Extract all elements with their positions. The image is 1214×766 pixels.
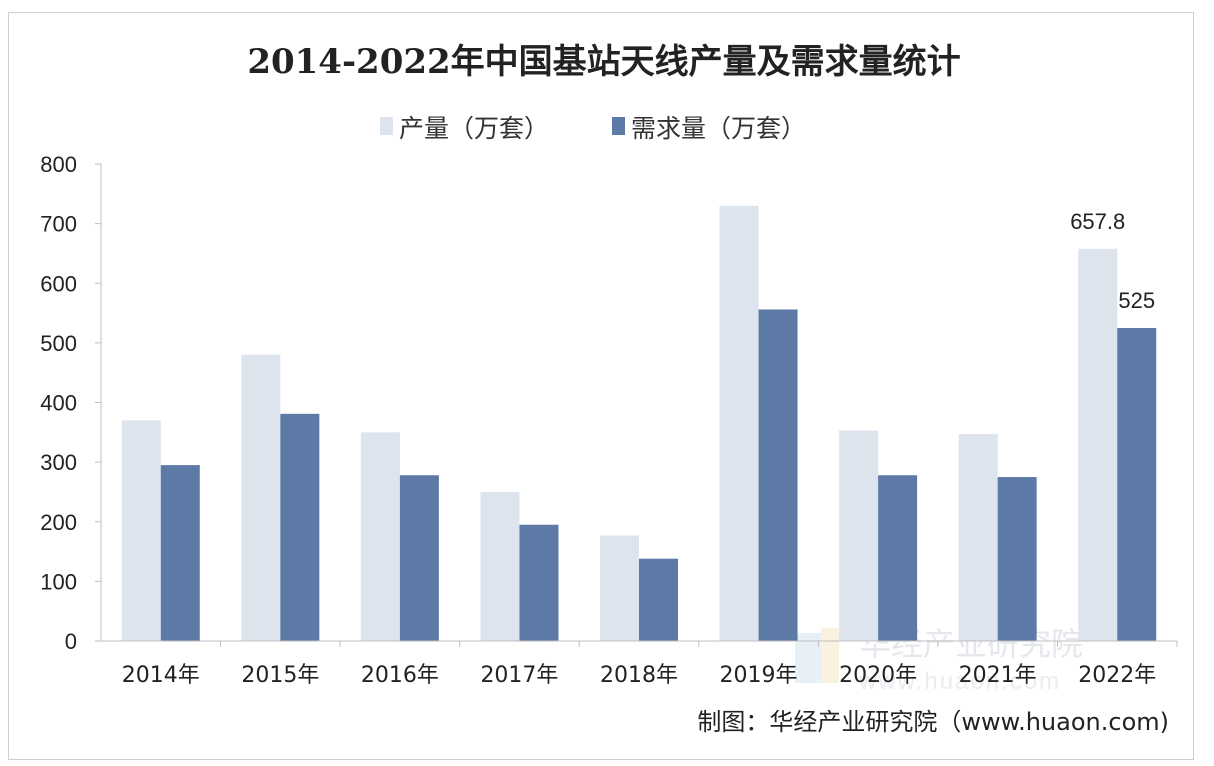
chart-svg: 2014-2022年中国基站天线产量及需求量统计 产量（万套） 需求量（万套） … [40, 42, 1178, 736]
y-tick-label: 500 [40, 331, 77, 356]
x-tick-label: 2014年 [122, 663, 200, 688]
data-labels: 657.8 525 [1070, 209, 1155, 313]
x-tick-label: 2021年 [959, 663, 1037, 688]
bar-production-2020年 [839, 430, 879, 641]
x-tick-label: 2022年 [1078, 663, 1156, 688]
bar-demand-2022年 [1117, 327, 1157, 641]
watermark: 华经产业研究院 www.huaon.com [795, 625, 1083, 695]
data-label-demand-2022年: 525 [1118, 288, 1155, 313]
bar-production-2014年 [121, 420, 161, 641]
y-axis: 0 100 200 300 400 500 600 700 800 [40, 152, 102, 654]
x-tick-label: 2020年 [839, 663, 917, 688]
x-tick-label: 2018年 [600, 663, 678, 688]
bar-demand-2019年 [758, 309, 798, 641]
bar-demand-2017年 [519, 524, 559, 641]
legend-swatch-production [380, 117, 393, 135]
bar-production-2017年 [480, 491, 520, 641]
y-tick-label: 100 [40, 569, 77, 594]
bar-demand-2015年 [280, 413, 320, 641]
bar-demand-2016年 [399, 475, 439, 641]
chart-frame: 2014-2022年中国基站天线产量及需求量统计 产量（万套） 需求量（万套） … [8, 12, 1194, 760]
bar-production-2021年 [958, 434, 998, 641]
bar-demand-2014年 [160, 465, 200, 641]
x-axis: 2014年 2015年 2016年 2017年 2018年 2019年 2020年 2021年… [101, 640, 1178, 688]
x-tick-label: 2016年 [361, 663, 439, 688]
y-tick-label: 0 [65, 629, 77, 654]
x-tick-label: 2017年 [480, 663, 558, 688]
bars [121, 205, 1157, 642]
legend-label-demand: 需求量（万套） [631, 114, 806, 143]
x-tick-label: 2019年 [720, 663, 798, 688]
y-tick-label: 300 [40, 450, 77, 475]
data-label-production-2022年: 657.8 [1070, 209, 1125, 234]
bar-production-2016年 [360, 432, 400, 641]
source-note: 制图：华经产业研究院（www.huaon.com) [697, 708, 1169, 736]
bar-demand-2018年 [639, 558, 678, 641]
x-tick-label: 2015年 [241, 663, 319, 688]
y-tick-label: 800 [40, 152, 77, 177]
watermark-logo-accent-icon [821, 628, 839, 683]
bar-production-2022年 [1078, 248, 1118, 641]
legend-label-production: 产量（万套） [399, 114, 549, 143]
legend-swatch-demand [612, 117, 625, 135]
chart-title: 2014-2022年中国基站天线产量及需求量统计 [247, 42, 960, 82]
bar-production-2019年 [719, 205, 759, 642]
chart-legend: 产量（万套） 需求量（万套） [380, 114, 806, 143]
bar-demand-2020年 [878, 475, 918, 641]
bar-demand-2021年 [997, 477, 1037, 641]
bar-production-2018年 [600, 535, 639, 641]
watermark-text-en: www.huaon.com [858, 668, 1061, 695]
y-tick-label: 700 [40, 212, 77, 237]
y-tick-label: 400 [40, 391, 77, 416]
bar-production-2015年 [241, 354, 281, 641]
y-tick-label: 600 [40, 271, 77, 296]
y-tick-label: 200 [40, 510, 77, 535]
